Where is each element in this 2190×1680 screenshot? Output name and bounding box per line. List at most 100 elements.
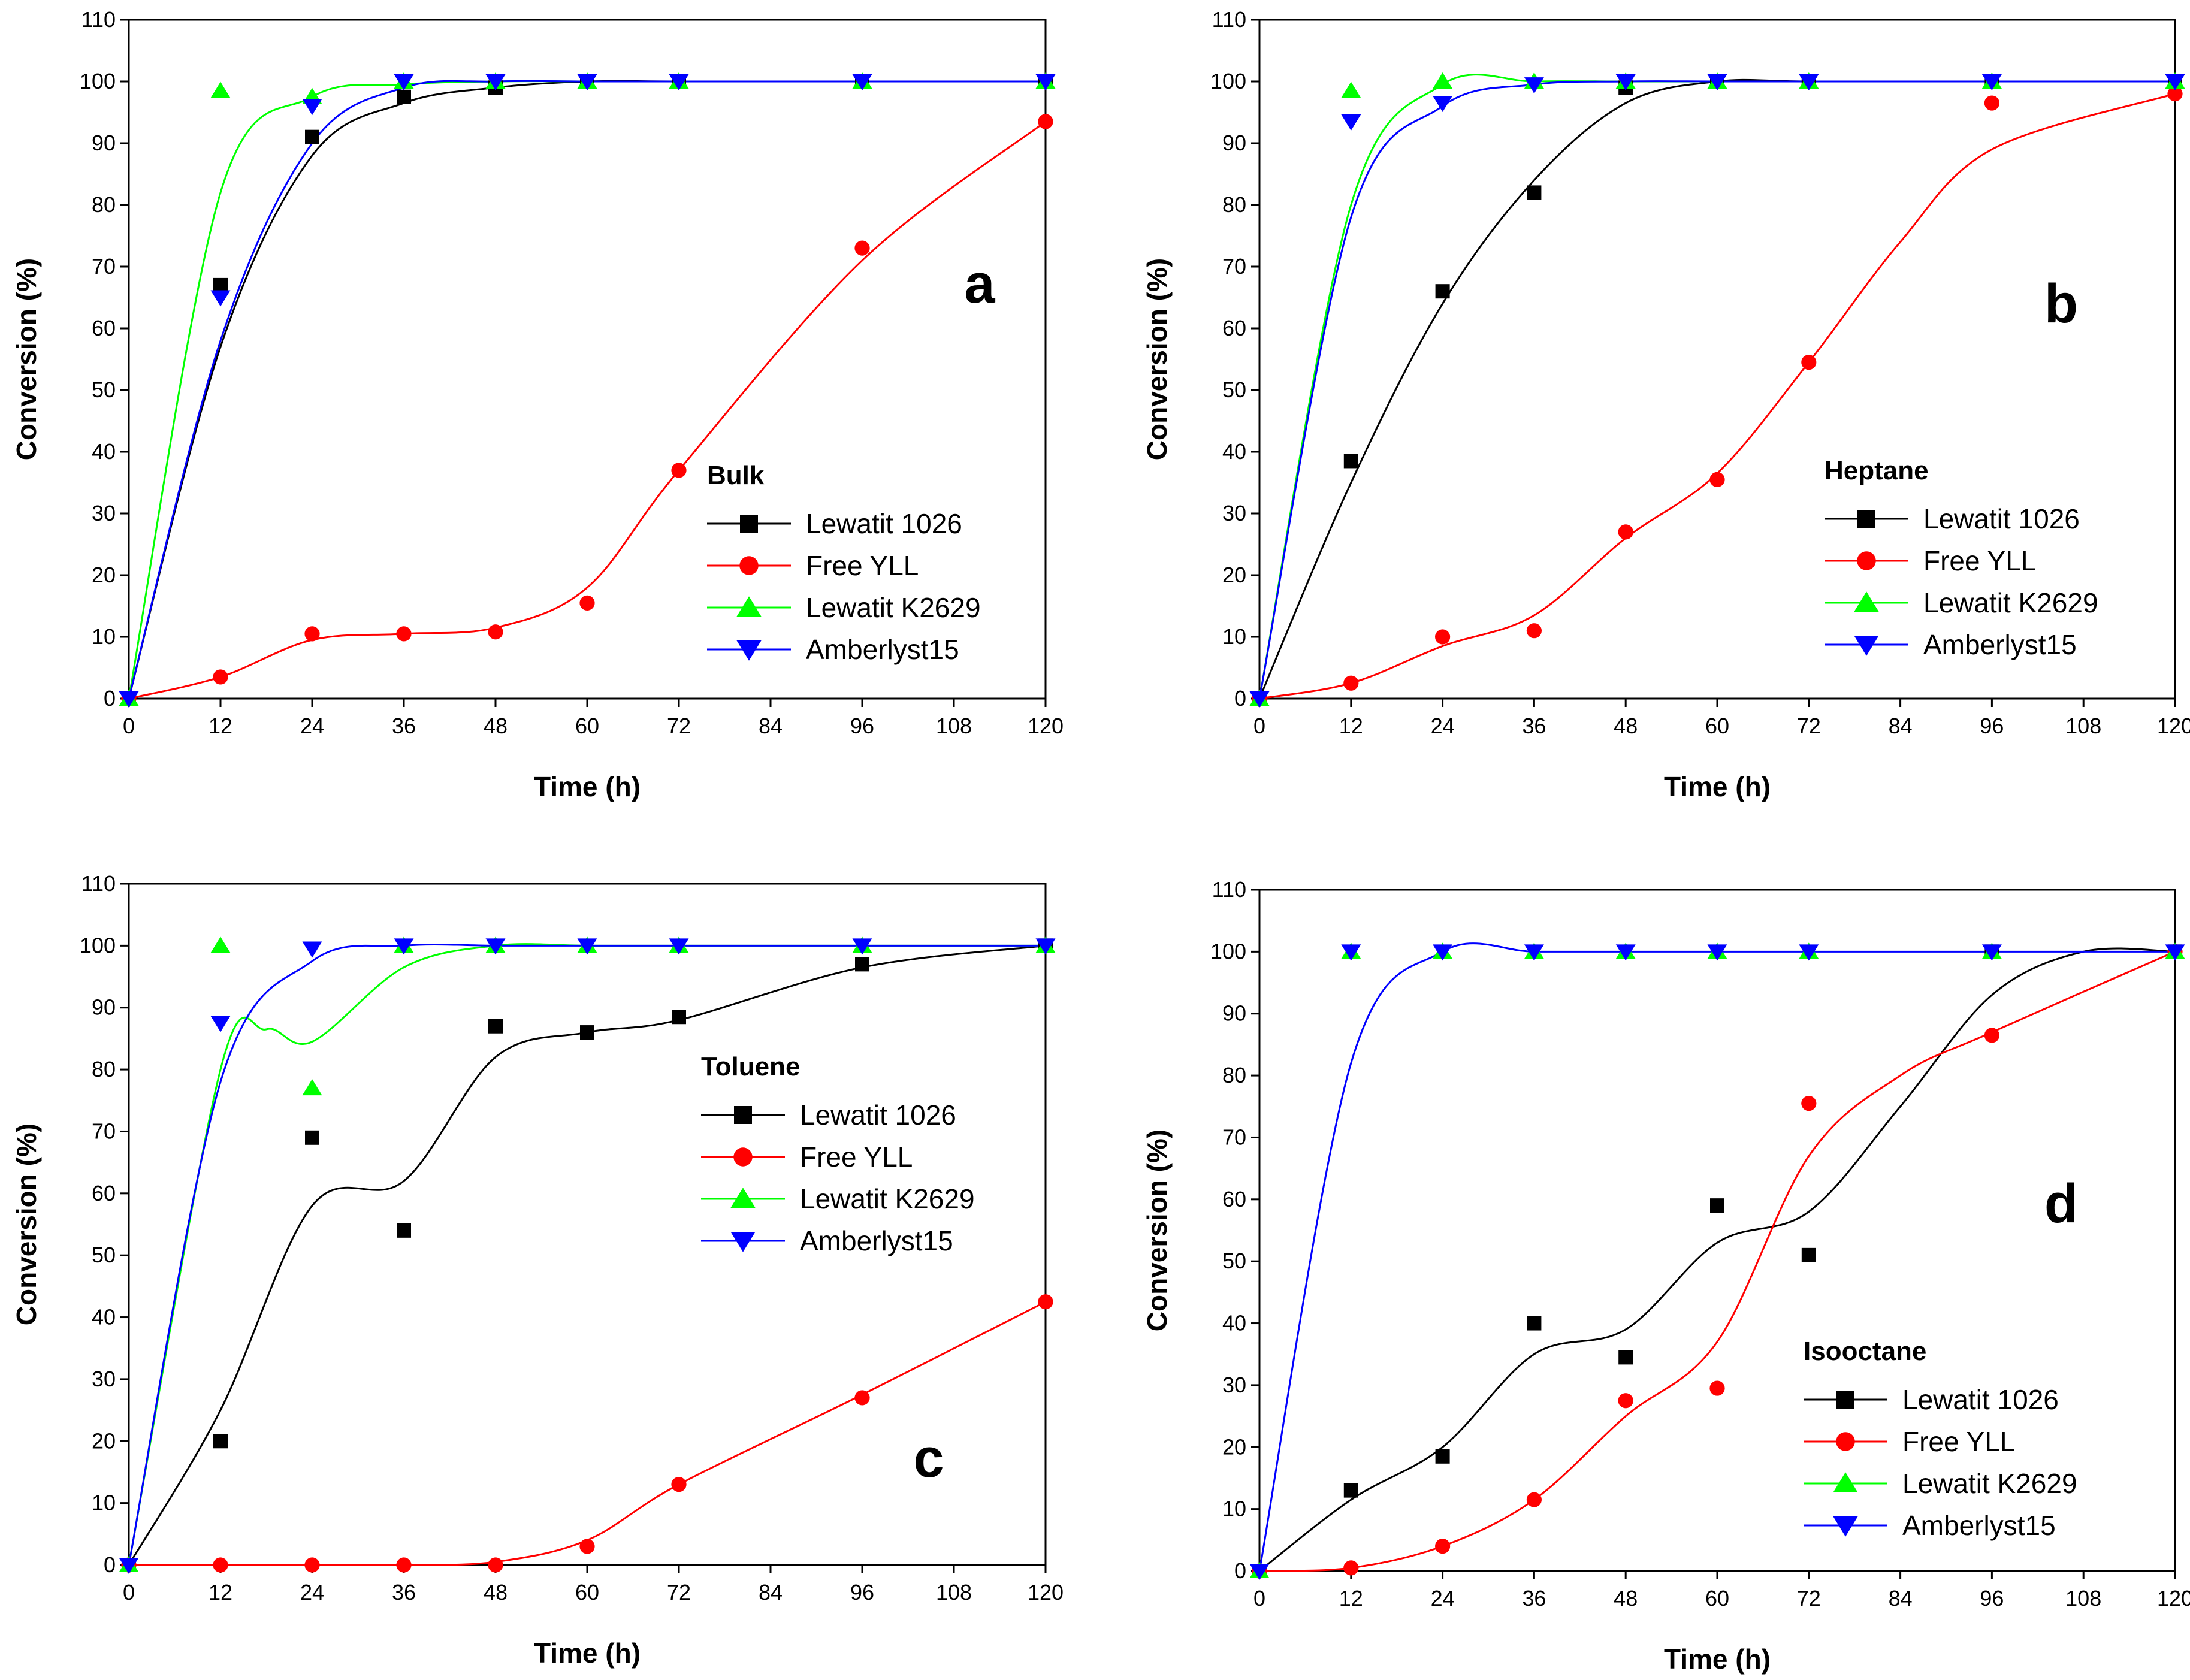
data-point-lewatit-k2629: [1433, 72, 1453, 89]
data-point-lewatit-1026: [213, 277, 228, 292]
panel-a: 0 10 20 30 40 50 60 70 80 90 100 110 0 12 24 36 48 60 72 84…: [11, 7, 1064, 802]
y-tick-label: 90: [1222, 131, 1246, 155]
data-point-free-yll: [1801, 1096, 1817, 1111]
data-point-amberlyst15: [394, 938, 414, 955]
series-line-lewatit-1026: [128, 944, 1046, 1566]
y-tick-label: 10: [1222, 1497, 1246, 1521]
data-point-free-yll: [488, 624, 503, 640]
data-point-free-yll: [1984, 95, 1999, 111]
y-tick-label: 70: [1222, 254, 1246, 279]
x-tick-label: 36: [1522, 1586, 1546, 1610]
data-point-free-yll: [671, 1477, 687, 1492]
data-point-amberlyst15: [577, 938, 597, 955]
data-point-free-yll: [1038, 1294, 1053, 1310]
x-tick-label: 72: [667, 1580, 691, 1605]
data-point-lewatit-1026: [580, 1025, 594, 1040]
x-tick-label: 0: [1253, 1586, 1265, 1610]
data-point-lewatit-1026: [213, 1434, 228, 1449]
x-tick-label: 48: [1614, 1586, 1638, 1610]
data-point-lewatit-1026: [1527, 1316, 1542, 1331]
legend-marker-amberlyst15: [1833, 1516, 1858, 1537]
y-tick-label: 60: [1222, 316, 1246, 340]
data-point-amberlyst15: [2165, 74, 2185, 90]
y-tick-label: 110: [1212, 7, 1246, 32]
y-tick-label: 50: [92, 377, 116, 402]
legend-marker-amberlyst15: [736, 640, 762, 661]
data-point-amberlyst15: [485, 938, 506, 955]
y-tick-label: 60: [1222, 1187, 1246, 1211]
x-tick-label: 120: [1028, 714, 1064, 738]
data-point-amberlyst15: [577, 74, 597, 90]
y-tick-label: 100: [1210, 69, 1246, 93]
data-point-amberlyst15: [1615, 74, 1636, 90]
y-tick-label: 70: [1222, 1125, 1246, 1149]
data-point-amberlyst15: [1799, 944, 1819, 961]
y-tick-label: 20: [92, 563, 116, 587]
data-point-free-yll: [1435, 629, 1451, 645]
data-point-amberlyst15: [1981, 944, 2002, 961]
data-point-free-yll: [1801, 355, 1817, 370]
legend-marker-lewatit-1026: [734, 1106, 752, 1124]
legend-title: Isooctane: [1804, 1337, 1926, 1366]
data-point-amberlyst15: [1433, 96, 1453, 113]
y-tick-label: 70: [92, 254, 116, 279]
data-point-lewatit-1026: [397, 1223, 411, 1238]
series-line-free-yll: [128, 120, 1046, 700]
data-point-lewatit-1026: [397, 89, 411, 104]
legend-label-lewatit-k2629: Lewatit K2629: [1923, 587, 2098, 618]
data-point-amberlyst15: [1524, 944, 1544, 961]
y-tick-label: 80: [1222, 1063, 1246, 1087]
y-tick-label: 90: [92, 995, 116, 1020]
x-tick-label: 36: [392, 714, 416, 738]
y-axis-title: Conversion (%): [11, 258, 42, 460]
legend-label-free-yll: Free YLL: [1923, 545, 2036, 576]
legend-title: Bulk: [707, 461, 765, 490]
legend-marker-lewatit-1026: [740, 515, 758, 533]
panel-b: 0 10 20 30 40 50 60 70 80 90 100 110 0 12 24 36 48 60 72 84…: [1141, 7, 2190, 802]
data-point-amberlyst15: [1981, 74, 2002, 90]
data-point-free-yll: [671, 463, 687, 478]
legend-title: Toluene: [701, 1052, 800, 1081]
legend-label-free-yll: Free YLL: [800, 1141, 913, 1173]
x-axis-title: Time (h): [534, 771, 641, 802]
data-point-amberlyst15: [210, 1016, 231, 1032]
data-point-amberlyst15: [302, 941, 322, 958]
data-point-free-yll: [1343, 1560, 1359, 1576]
data-point-free-yll: [1709, 1380, 1725, 1396]
data-point-free-yll: [1618, 1393, 1633, 1409]
data-point-amberlyst15: [210, 290, 231, 307]
legend-label-lewatit-k2629: Lewatit K2629: [806, 592, 981, 623]
panel-d: 0 10 20 30 40 50 60 70 80 90 100 110 0 12 24 36 48 60 72 84…: [1141, 877, 2190, 1675]
legend-label-lewatit-1026: Lewatit 1026: [806, 508, 962, 539]
y-tick-label: 90: [1222, 1001, 1246, 1026]
data-point-free-yll: [1526, 623, 1542, 639]
x-axis-title: Time (h): [534, 1637, 641, 1669]
data-point-free-yll: [854, 240, 870, 256]
x-tick-label: 60: [575, 714, 599, 738]
y-tick-label: 100: [80, 69, 116, 93]
legend-marker-free-yll: [739, 556, 759, 575]
y-tick-label: 110: [81, 7, 116, 32]
data-point-lewatit-k2629: [302, 1079, 322, 1096]
data-point-free-yll: [396, 626, 412, 642]
legend-label-lewatit-1026: Lewatit 1026: [800, 1099, 956, 1131]
data-point-free-yll: [1709, 472, 1725, 487]
x-tick-label: 108: [2065, 1586, 2101, 1610]
x-tick-label: 0: [123, 1580, 135, 1605]
plot-frame: [128, 883, 1047, 1566]
x-tick-label: 96: [850, 714, 874, 738]
y-tick-label: 80: [92, 192, 116, 217]
data-point-lewatit-1026: [1710, 1198, 1724, 1213]
y-tick-label: 40: [92, 1305, 116, 1330]
y-tick-label: 100: [1210, 939, 1246, 963]
x-tick-label: 84: [759, 1580, 783, 1605]
y-tick-label: 110: [81, 871, 116, 896]
x-tick-label: 60: [575, 1580, 599, 1605]
y-tick-label: 30: [92, 1367, 116, 1391]
data-point-lewatit-1026: [1343, 1483, 1358, 1498]
series-line-free-yll: [129, 1301, 1046, 1566]
legend-marker-free-yll: [1836, 1432, 1855, 1451]
x-tick-label: 24: [300, 714, 324, 738]
x-tick-label: 84: [759, 714, 783, 738]
y-tick-label: 50: [1222, 1249, 1246, 1273]
